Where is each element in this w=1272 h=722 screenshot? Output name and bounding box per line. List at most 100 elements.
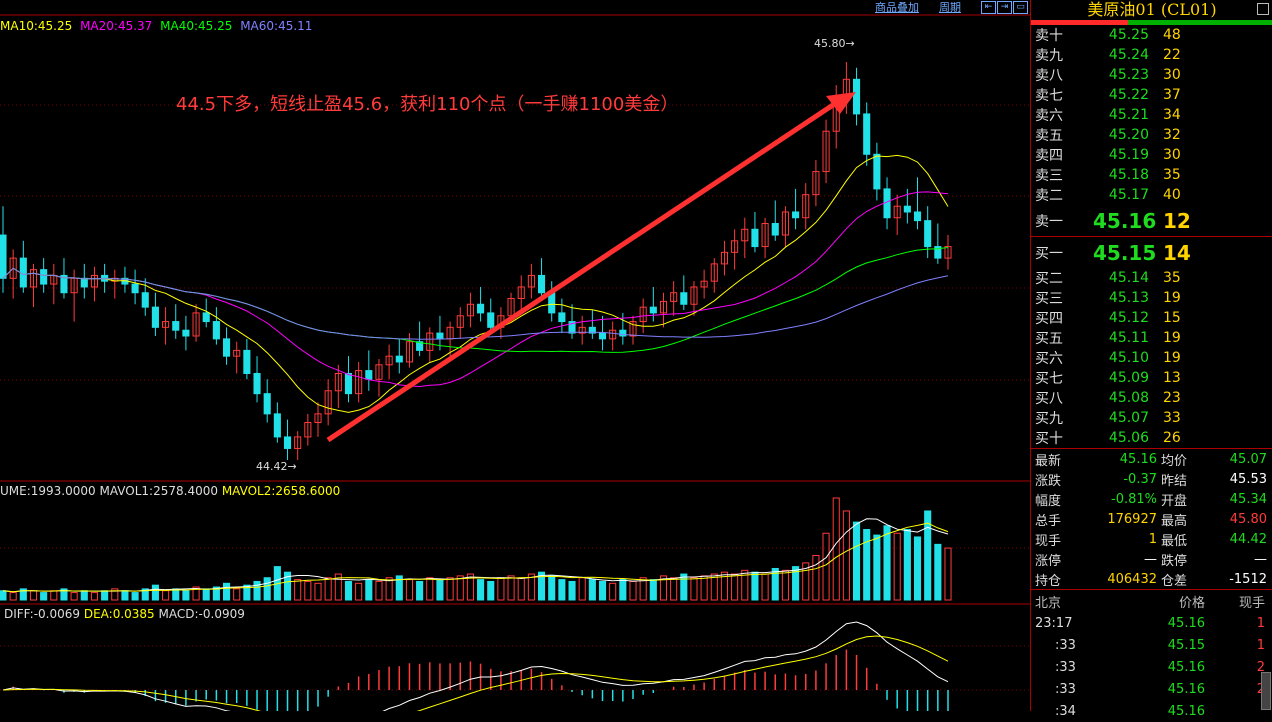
tick-price: 45.15	[1167, 637, 1205, 653]
volume-bar	[60, 588, 68, 601]
bid-row[interactable]: 买五 45.11 19	[1031, 328, 1272, 348]
candle-body	[151, 306, 159, 328]
tick-qty: 2	[1256, 659, 1265, 675]
candle-body	[527, 274, 535, 288]
diff-line	[2, 621, 949, 711]
bid-row[interactable]: 买四 45.12 15	[1031, 308, 1272, 328]
volume-bar	[538, 571, 546, 601]
volume-bar	[924, 510, 932, 601]
volume-bar	[223, 582, 231, 601]
volume-bar	[243, 584, 251, 601]
volume-bar	[619, 579, 627, 601]
ask-row[interactable]: 卖十 45.25 48	[1031, 25, 1272, 45]
volume-bar	[426, 577, 434, 601]
ask-qty: 35	[1163, 167, 1181, 183]
period-link[interactable]: 周期	[939, 1, 961, 14]
candle-body	[629, 321, 637, 337]
volume-bar	[548, 575, 556, 601]
window-toggle-icon[interactable]	[1257, 3, 1269, 15]
volume-bar	[598, 580, 607, 601]
candle-body	[466, 303, 474, 317]
ask-qty: 48	[1163, 27, 1181, 43]
scrollbar[interactable]	[1261, 672, 1271, 710]
ask-row[interactable]: 卖一 45.16 12	[1031, 205, 1272, 236]
stat-value: 45.07	[1229, 451, 1267, 467]
tick-row: :33 45.15 1	[1031, 634, 1272, 656]
candle-body	[436, 332, 444, 340]
volume-bar	[913, 536, 922, 601]
candle-body	[9, 257, 17, 279]
candle-body	[182, 329, 190, 337]
candle-body	[720, 251, 728, 265]
candle-body	[619, 329, 627, 337]
candle-body	[233, 349, 241, 357]
candle-body	[751, 228, 759, 248]
ask-row[interactable]: 卖九 45.24 22	[1031, 45, 1272, 65]
bid-row[interactable]: 买十 45.06 26	[1031, 428, 1272, 448]
kline-chart[interactable]	[0, 0, 1030, 711]
bid-level-label: 买七	[1035, 371, 1063, 387]
candle-body	[710, 263, 718, 282]
volume-bar	[873, 534, 881, 601]
arrow-right-icon[interactable]: ⇥	[997, 0, 1012, 14]
bid-row[interactable]: 买九 45.07 33	[1031, 408, 1272, 428]
mavol2-value: MAVOL2:2658.6000	[221, 484, 341, 498]
volume-bar	[344, 580, 353, 601]
stat-value: -0.37	[1123, 471, 1157, 487]
ask-row[interactable]: 卖八 45.23 30	[1031, 65, 1272, 85]
ticks-price-header: 价格	[1178, 595, 1205, 611]
candle-body	[416, 341, 424, 351]
volume-bar	[863, 529, 871, 601]
ma10-legend: MA10:45.25	[0, 19, 73, 33]
volume-bar	[690, 577, 698, 601]
volume-bar	[558, 579, 566, 601]
stat-label: 持仓	[1035, 573, 1062, 589]
stat-value: 45.34	[1229, 491, 1267, 507]
stat-row: 总手 176927 最高 45.80	[1031, 509, 1272, 529]
ticks-header: 北京 价格 现手	[1031, 590, 1272, 612]
ask-row[interactable]: 卖三 45.18 35	[1031, 165, 1272, 185]
ask-row[interactable]: 卖二 45.17 40	[1031, 185, 1272, 205]
candle-body	[781, 211, 789, 236]
volume-bar	[832, 497, 840, 601]
trade-arrow	[326, 100, 838, 443]
ask-qty: 30	[1163, 67, 1181, 83]
ask-qty: 40	[1163, 187, 1181, 203]
bid-row[interactable]: 买二 45.14 35	[1031, 268, 1272, 288]
ask-row[interactable]: 卖七 45.22 37	[1031, 85, 1272, 105]
candle-body	[253, 372, 261, 395]
tick-row: :33 45.162	[1031, 678, 1272, 700]
ask-row[interactable]: 卖四 45.19 30	[1031, 145, 1272, 165]
bid-book: 买一 45.15 14 买二 45.14 35 买三 45.13 19 买四 45.12 15 买五 45…	[1031, 237, 1272, 448]
candle-body	[141, 292, 149, 308]
ask-price: 45.21	[1108, 107, 1149, 123]
volume-bar	[70, 592, 78, 601]
stat-value: 1	[1148, 531, 1157, 547]
candle-body	[456, 315, 464, 328]
expand-icon[interactable]: ▭	[1013, 0, 1028, 14]
bid-row[interactable]: 买七 45.09 13	[1031, 368, 1272, 388]
overlay-commodity-link[interactable]: 商品叠加	[875, 1, 919, 14]
candle-body	[944, 246, 952, 259]
volume-bar	[903, 529, 911, 601]
candle-body	[202, 312, 210, 323]
ask-qty: 22	[1163, 47, 1181, 63]
bid-row[interactable]: 买三 45.13 19	[1031, 288, 1272, 308]
volume-bar	[151, 584, 159, 601]
candle-body	[294, 436, 302, 449]
bid-row[interactable]: 买八 45.08 23	[1031, 388, 1272, 408]
bid-qty: 19	[1163, 330, 1181, 346]
nav-buttons: ⇤ ⇥ ▭	[981, 0, 1028, 14]
stat-label: 昨结	[1161, 473, 1188, 489]
tick-row: :34 45.16	[1031, 700, 1272, 722]
volume-bar	[934, 543, 942, 601]
arrow-left-icon[interactable]: ⇤	[981, 0, 996, 14]
bid-row[interactable]: 买一 45.15 14	[1031, 237, 1272, 268]
bid-level-label: 买二	[1035, 271, 1063, 287]
ask-row[interactable]: 卖六 45.21 34	[1031, 105, 1272, 125]
bid-row[interactable]: 买六 45.10 19	[1031, 348, 1272, 368]
candle-body	[792, 211, 800, 219]
candle-body	[355, 370, 363, 395]
ask-row[interactable]: 卖五 45.20 32	[1031, 125, 1272, 145]
volume-bar	[19, 588, 27, 601]
